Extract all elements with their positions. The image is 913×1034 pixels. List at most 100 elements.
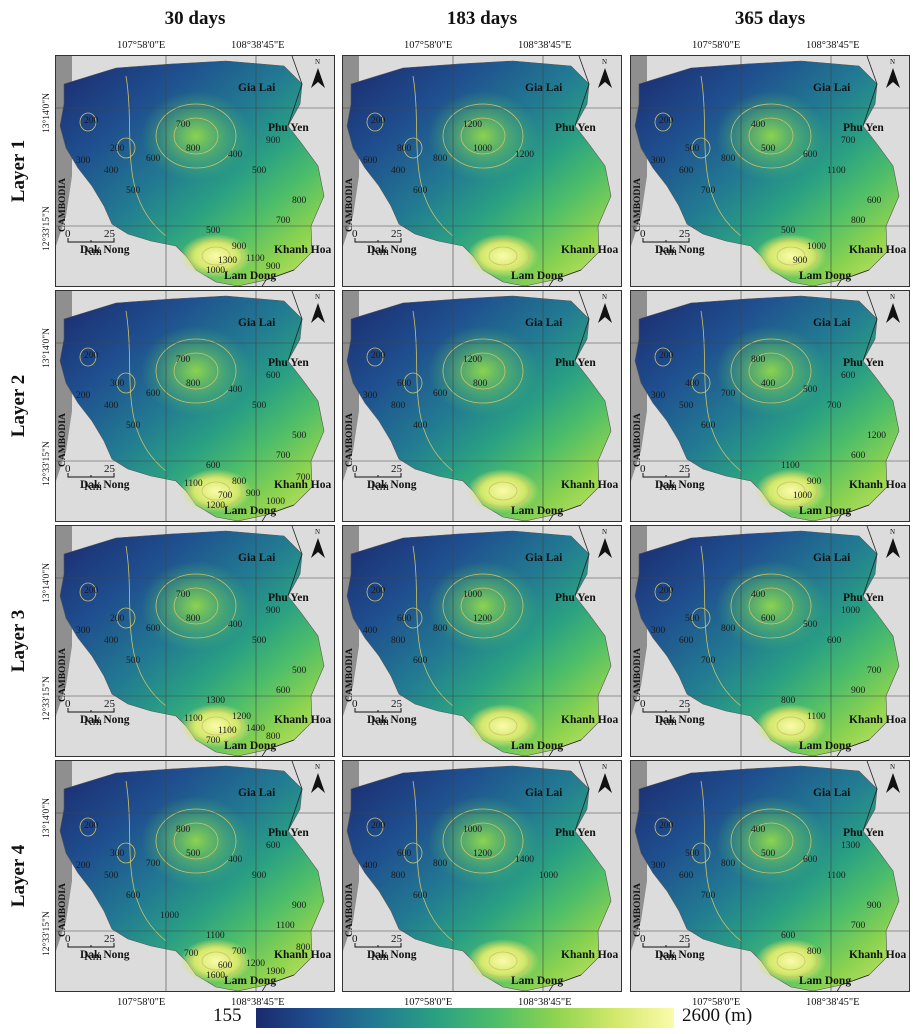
contour-label: 700 [841, 136, 856, 146]
peak-zone [755, 469, 827, 513]
contour-label: 600 [803, 150, 818, 160]
place-label-lam-dong: Lam Dong [511, 270, 564, 282]
contour-label: 200 [371, 821, 386, 831]
contour-label: 700 [176, 590, 191, 600]
contour-label: 200 [84, 116, 99, 126]
contour-line [155, 338, 237, 404]
contour-line [116, 372, 136, 394]
contour-line [201, 246, 231, 266]
place-label-dak-nong: Dak Nong [367, 244, 417, 256]
scale-bar [642, 473, 690, 478]
contour-label: 1000 [266, 497, 285, 507]
contour-line [116, 842, 136, 864]
contour-line [488, 716, 518, 736]
contour-label: 700 [232, 947, 247, 957]
contour-label: 600 [397, 379, 412, 389]
contour-label: 900 [292, 901, 307, 911]
place-label-khanh-hoa: Khanh Hoa [561, 714, 619, 726]
contour-label: 800 [433, 624, 448, 634]
place-label-dak-nong: Dak Nong [80, 714, 130, 726]
contour-label: 900 [266, 262, 281, 272]
peak-zone [467, 469, 539, 513]
north-arrow-icon: N [308, 58, 328, 90]
contour-label: 500 [685, 144, 700, 154]
contour-line [748, 352, 794, 390]
province-boundary [836, 504, 870, 521]
place-label-lam-dong: Lam Dong [511, 505, 564, 517]
contour-line [748, 587, 794, 625]
contour-label: 500 [104, 871, 119, 881]
north-label: N [315, 763, 321, 771]
contour-label: 400 [228, 620, 243, 630]
contour-line [189, 239, 243, 273]
contour-label: 800 [266, 732, 281, 742]
contour-label: 500 [803, 620, 818, 630]
contour-label: 1200 [463, 355, 482, 365]
contour-label: 1200 [246, 959, 265, 969]
province-boundary [287, 526, 303, 597]
contour-label: 1300 [841, 841, 860, 851]
contour-line [730, 573, 812, 639]
peak-zone [180, 704, 252, 748]
contour-label: 200 [659, 351, 674, 361]
highland-zone [716, 326, 826, 416]
contour-line [460, 352, 506, 390]
contour-label: 600 [413, 186, 428, 196]
contour-label: 600 [413, 656, 428, 666]
contour-line [776, 246, 806, 266]
contour-label: 800 [433, 154, 448, 164]
contour-label: 200 [76, 391, 91, 401]
contour-label: 900 [807, 477, 822, 487]
contour-label: 1400 [515, 855, 534, 865]
bottom-longitude-label: 107°58'0"E [692, 997, 741, 1008]
contour-label: 300 [651, 156, 666, 166]
contour-label: 300 [110, 849, 125, 859]
province-boundary [574, 56, 590, 127]
contour-label: 1400 [246, 724, 265, 734]
contour-line [654, 112, 672, 132]
scale-label: 0 [65, 228, 71, 240]
contour-label: 300 [76, 626, 91, 636]
scale-bar [354, 708, 402, 713]
place-label-khanh-hoa: Khanh Hoa [561, 479, 619, 491]
north-label: N [890, 58, 896, 66]
contour-label: 300 [651, 391, 666, 401]
scale-label: 25 [391, 933, 402, 945]
contour-label: 600 [146, 389, 161, 399]
contour-line [460, 822, 506, 860]
column-title: 365 days [734, 8, 806, 29]
contour-line [155, 103, 237, 169]
contour-label: 400 [751, 825, 766, 835]
place-label-dak-nong: Dak Nong [80, 244, 130, 256]
top-longitude-label: 108°38'45"E [518, 40, 572, 51]
contour-label: 700 [867, 666, 882, 676]
scale-label: 25 [679, 698, 690, 710]
place-label-cambodia: CAMBODIA [58, 648, 68, 702]
contour-label: 600 [679, 166, 694, 176]
contour-line [189, 944, 243, 978]
place-label-dak-nong: Dak Nong [80, 479, 130, 491]
north-arrow-icon: N [883, 528, 903, 560]
highland-zone [428, 796, 538, 886]
scale-label: 0 [352, 228, 358, 240]
contour-label: 600 [266, 841, 281, 851]
contour-label: 900 [266, 136, 281, 146]
contour-label: 200 [76, 861, 91, 871]
north-arrow-icon: N [595, 293, 615, 325]
contour-label: 500 [206, 226, 221, 236]
contour-label: 1000 [793, 491, 812, 501]
place-label-cambodia: CAMBODIA [345, 648, 355, 702]
scale-bar [354, 238, 402, 243]
contour-label: 300 [651, 626, 666, 636]
peak-zone [755, 234, 827, 278]
north-label: N [315, 293, 321, 301]
province-boundary [261, 269, 295, 286]
contour-label: 500 [685, 849, 700, 859]
contour-label: 900 [793, 256, 808, 266]
peak-zone [467, 234, 539, 278]
contour-line [116, 137, 136, 159]
place-label-dak-nong: Dak Nong [655, 244, 705, 256]
highland-zone [428, 326, 538, 416]
scale-unit: Km [84, 714, 102, 728]
contour-label: 1100 [781, 461, 800, 471]
